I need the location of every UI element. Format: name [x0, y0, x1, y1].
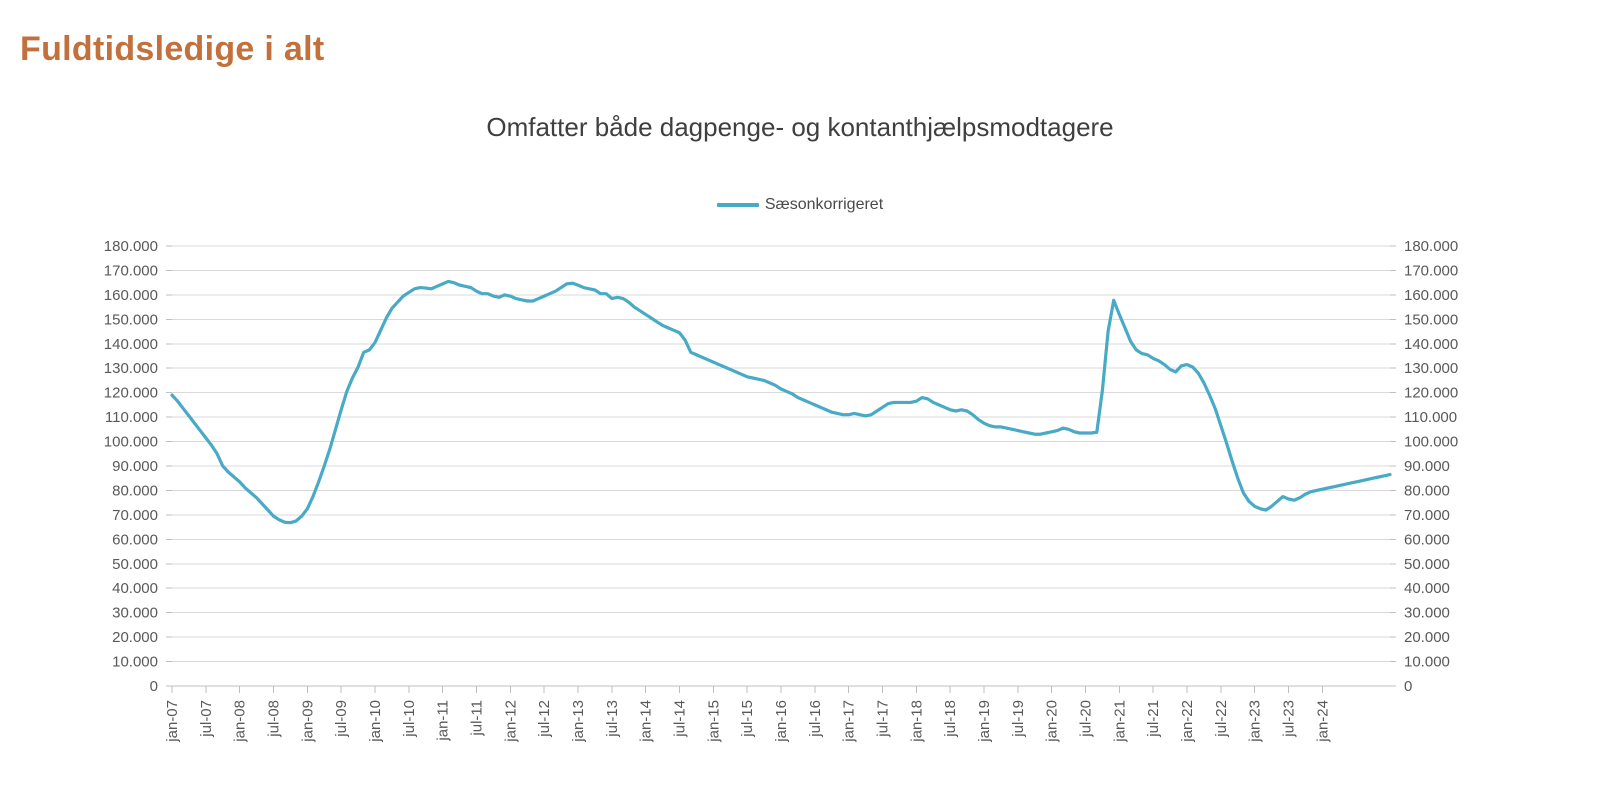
y-axis-tick-label: 70.000 — [112, 507, 158, 524]
y-axis-tick-label: 140.000 — [1404, 336, 1458, 353]
chart-legend: Sæsonkorrigeret — [0, 196, 1600, 214]
x-axis-tick-label: jul-18 — [942, 700, 959, 738]
y-axis-tick-label: 10.000 — [112, 654, 158, 671]
y-axis-tick-label: 50.000 — [1404, 556, 1450, 573]
y-axis-tick-label: 170.000 — [104, 262, 158, 279]
series-line-saesonkorrigeret — [170, 279, 1392, 525]
x-axis-tick-label: jul-15 — [739, 700, 756, 738]
y-axis-right-labels: 180.000 170.000 160.000 150.000 140.000 130.0… — [1404, 238, 1458, 695]
y-axis-tick-label: 120.000 — [1404, 385, 1458, 402]
x-axis-tick-label: jul-16 — [807, 700, 824, 738]
x-axis-tick-label: jan-15 — [705, 700, 722, 743]
y-axis-tick-label: 160.000 — [1404, 287, 1458, 304]
x-axis-labels: jan-07 jul-07 jan-08 jul-08 jan-09 jul-09 jan-… — [164, 700, 1331, 743]
y-axis-tick-label: 140.000 — [104, 336, 158, 353]
x-axis-tick-label: jul-11 — [469, 700, 486, 737]
y-axis-tick-label: 130.000 — [1404, 360, 1458, 377]
x-axis-tick-label: jan-17 — [841, 700, 858, 743]
x-axis-tick-label: jan-19 — [976, 700, 993, 743]
x-axis-tick-label: jan-21 — [1111, 700, 1128, 743]
page-title: Fuldtidsledige i alt — [20, 30, 325, 68]
plot-area: 180.000 170.000 160.000 150.000 140.000 130.0… — [0, 230, 1600, 790]
x-axis-tick-label: jan-22 — [1179, 700, 1196, 743]
x-axis-tick-label: jul-21 — [1145, 700, 1162, 738]
x-axis-tick-label: jan-09 — [299, 700, 316, 743]
y-axis-tick-label: 20.000 — [112, 629, 158, 646]
y-axis-tick-label: 90.000 — [112, 458, 158, 475]
y-axis-tick-label: 40.000 — [112, 580, 158, 597]
y-axis-tick-label: 170.000 — [1404, 262, 1458, 279]
x-axis-tick-label: jan-10 — [367, 700, 384, 743]
gridlines-group — [166, 245, 1396, 693]
x-axis-tick-label: jan-14 — [638, 700, 655, 743]
x-axis-tick-label: jul-08 — [266, 700, 283, 738]
x-axis-tick-label: jan-18 — [908, 700, 925, 743]
x-axis-tick-label: jul-20 — [1078, 700, 1095, 738]
chart-subtitle: Omfatter både dagpenge- og kontanthjælps… — [486, 112, 1114, 142]
y-axis-tick-label: 130.000 — [104, 360, 158, 377]
x-axis-tick-label: jul-09 — [333, 700, 350, 738]
x-axis-tick-label: jan-12 — [502, 700, 519, 743]
x-axis-tick-label: jul-14 — [672, 700, 689, 738]
y-axis-tick-label: 90.000 — [1404, 458, 1450, 475]
x-axis-tick-label: jul-23 — [1281, 700, 1298, 738]
y-axis-tick-label: 110.000 — [1404, 409, 1457, 426]
y-axis-tick-label: 120.000 — [104, 385, 158, 402]
y-axis-tick-label: 0 — [1404, 678, 1412, 695]
y-axis-tick-label: 150.000 — [1404, 311, 1458, 328]
x-axis-tick-label: jan-07 — [164, 700, 181, 743]
y-axis-tick-label: 160.000 — [104, 287, 158, 304]
y-axis-tick-label: 60.000 — [1404, 531, 1450, 548]
y-axis-tick-label: 20.000 — [1404, 629, 1450, 646]
line-chart-svg: 180.000 170.000 160.000 150.000 140.000 130.0… — [104, 238, 1458, 743]
x-axis-tick-label: jan-23 — [1247, 700, 1264, 743]
series-group — [170, 279, 1392, 525]
x-axis-tick-label: jul-17 — [875, 700, 892, 738]
y-axis-tick-label: 60.000 — [112, 531, 158, 548]
y-axis-tick-label: 40.000 — [1404, 580, 1450, 597]
y-axis-tick-label: 70.000 — [1404, 507, 1450, 524]
y-axis-tick-label: 150.000 — [104, 311, 158, 328]
x-axis-tick-label: jan-08 — [232, 700, 249, 743]
legend-item-label: Sæsonkorrigeret — [764, 196, 884, 213]
y-axis-tick-label: 50.000 — [112, 556, 158, 573]
y-axis-tick-label: 110.000 — [105, 409, 158, 426]
x-axis-tick-label: jul-19 — [1010, 700, 1027, 738]
x-axis-tick-label: jan-13 — [570, 700, 587, 743]
y-axis-tick-label: 10.000 — [1404, 654, 1450, 671]
x-axis-tick-label: jul-12 — [536, 700, 553, 738]
x-axis-tick-label: jul-13 — [604, 700, 621, 738]
y-axis-tick-label: 180.000 — [1404, 238, 1458, 255]
x-axis-tick-label: jul-10 — [401, 700, 418, 738]
x-axis-tick-label: jan-16 — [773, 700, 790, 743]
y-axis-tick-label: 80.000 — [1404, 482, 1450, 499]
x-axis-tick-label: jul-22 — [1213, 700, 1230, 738]
y-axis-tick-label: 0 — [150, 678, 158, 695]
y-axis-left-labels: 180.000 170.000 160.000 150.000 140.000 130.0… — [104, 238, 158, 695]
legend-line-swatch — [716, 203, 759, 207]
x-axis-tick-label: jan-20 — [1044, 700, 1061, 743]
x-axis-tick-label: jul-07 — [198, 700, 215, 738]
x-axis-tick-label: jan-11 — [435, 700, 452, 742]
y-axis-tick-label: 180.000 — [104, 238, 158, 255]
y-axis-tick-label: 80.000 — [112, 482, 158, 499]
y-axis-tick-label: 30.000 — [1404, 605, 1450, 622]
y-axis-tick-label: 100.000 — [1404, 434, 1458, 451]
x-axis-tick-label: jan-24 — [1314, 700, 1331, 743]
y-axis-tick-label: 30.000 — [112, 605, 158, 622]
y-axis-tick-label: 100.000 — [104, 434, 158, 451]
